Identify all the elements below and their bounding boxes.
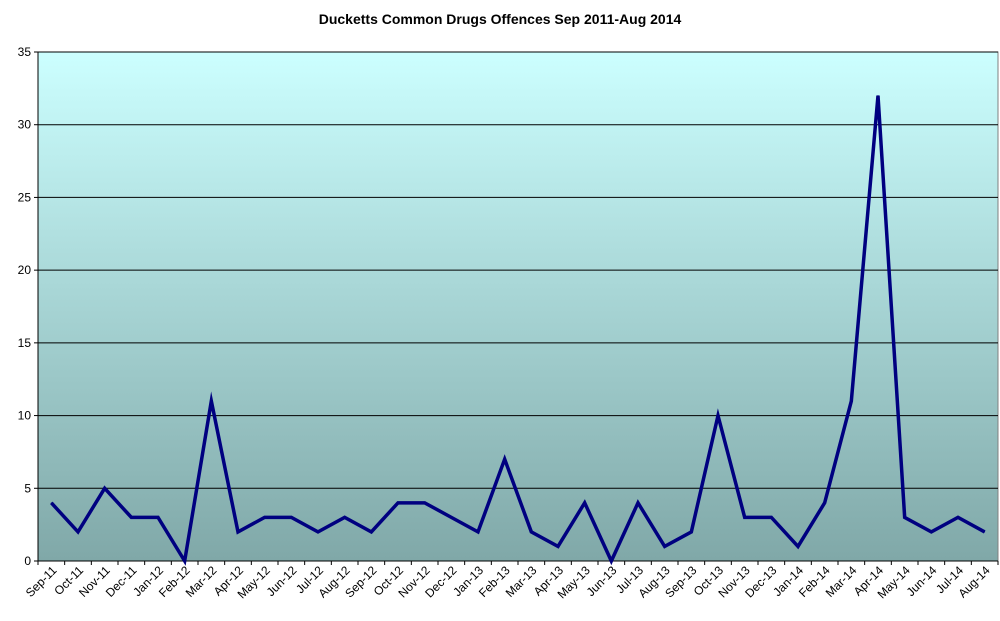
x-tick-label: Jun-14 [904, 563, 940, 599]
data-point [210, 400, 212, 402]
series-line [50, 95, 986, 566]
data-point [770, 516, 772, 518]
data-point [664, 545, 666, 547]
data-point [184, 560, 186, 562]
data-point [850, 400, 852, 402]
data-point [637, 502, 639, 504]
data-point [344, 516, 346, 518]
data-point [957, 516, 959, 518]
data-point [264, 516, 266, 518]
x-tick-label: Sep-11 [23, 563, 60, 600]
data-point [317, 531, 319, 533]
y-tick-label: 10 [18, 409, 32, 423]
data-point [77, 531, 79, 533]
data-point [370, 531, 372, 533]
y-axis: 0 5 10 15 20 25 30 35 [18, 45, 39, 568]
y-tick-label: 25 [18, 190, 32, 204]
y-tick-label: 30 [18, 118, 32, 132]
chart-title: Ducketts Common Drugs Offences Sep 2011-… [319, 11, 682, 27]
x-tick-label: Mar-13 [503, 563, 540, 600]
data-point [290, 516, 292, 518]
plot-area [37, 51, 999, 562]
data-point [157, 516, 159, 518]
data-point [237, 531, 239, 533]
data-point [690, 531, 692, 533]
data-point [797, 545, 799, 547]
y-tick-label: 0 [24, 554, 31, 568]
data-point [717, 415, 719, 417]
data-point [824, 502, 826, 504]
y-tick-label: 35 [18, 45, 32, 59]
data-point [450, 516, 452, 518]
data-point [504, 458, 506, 460]
data-point [530, 531, 532, 533]
y-tick-label: 5 [24, 481, 31, 495]
data-point [877, 95, 879, 97]
data-point [104, 487, 106, 489]
data-point [397, 502, 399, 504]
x-tick-label: Jun-13 [584, 563, 620, 599]
data-point [477, 531, 479, 533]
data-point [904, 516, 906, 518]
data-point [557, 545, 559, 547]
data-point [610, 560, 612, 562]
data-point [130, 516, 132, 518]
x-tick-label: Mar-12 [183, 563, 220, 600]
data-point [984, 531, 986, 533]
y-tick-label: 15 [18, 336, 32, 350]
data-point [744, 516, 746, 518]
series-layer [50, 95, 986, 566]
data-point [50, 502, 52, 504]
data-point [930, 531, 932, 533]
x-axis: Sep-11Oct-11Nov-11Dec-11Jan-12Feb-12Mar-… [23, 560, 999, 601]
x-tick-label: Jun-12 [264, 563, 300, 599]
gridlines [38, 51, 998, 489]
x-tick-label: Mar-14 [823, 563, 860, 600]
y-tick-label: 20 [18, 263, 32, 277]
data-point [424, 502, 426, 504]
data-point [584, 502, 586, 504]
